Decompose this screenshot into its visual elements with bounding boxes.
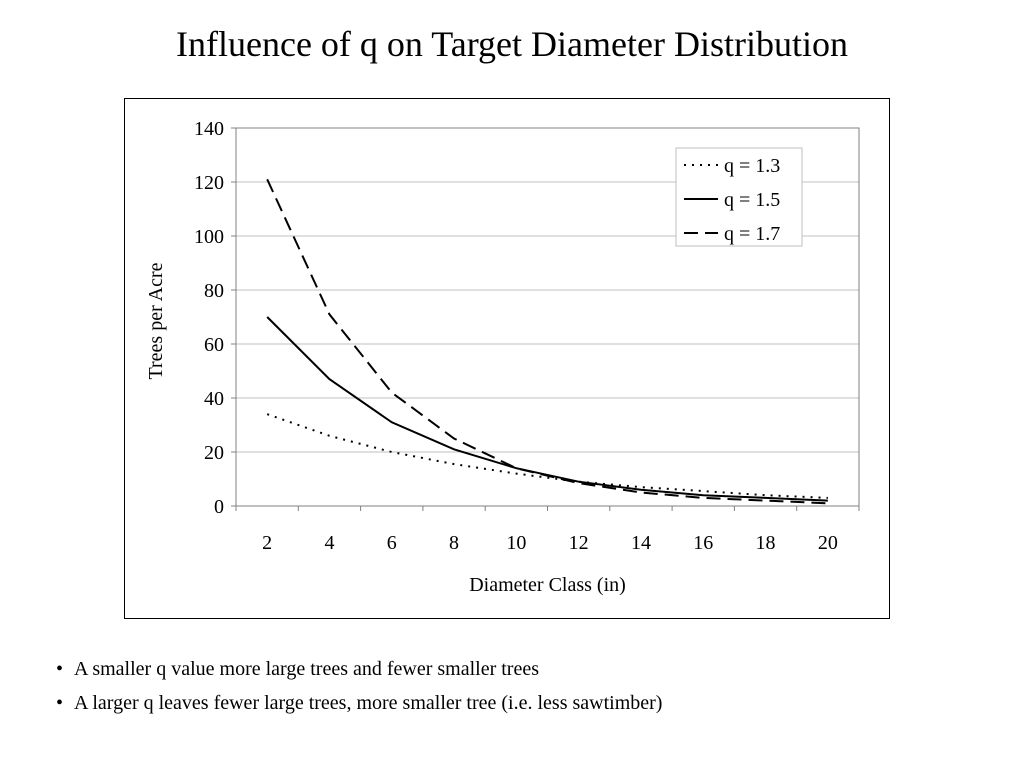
chart-frame: 0 20 40 60 80 100 120 140 2 4 6 8 10 12 14 16 18 20 Diame… [124, 98, 890, 619]
bullet-item: • A larger q leaves fewer large trees, mo… [56, 686, 662, 720]
y-tick-label: 60 [204, 334, 224, 356]
y-tick-label: 140 [194, 118, 224, 140]
bullet-list: • A smaller q value more large trees and … [56, 652, 662, 720]
axes: 0 20 40 60 80 100 120 140 2 4 6 8 10 12 14 16 18 20 [194, 118, 860, 554]
legend-label: q = 1.5 [724, 189, 780, 211]
gridlines [236, 181, 859, 453]
x-tick-label: 18 [756, 532, 776, 554]
legend-label: q = 1.7 [724, 223, 780, 245]
bullet-dot: • [56, 692, 64, 714]
y-tick-label: 0 [214, 496, 224, 518]
x-tick-label: 12 [569, 532, 589, 554]
bullet-dot: • [56, 658, 64, 680]
bullet-item: • A smaller q value more large trees and … [56, 652, 662, 686]
y-tick-label: 80 [204, 280, 224, 302]
x-tick-label: 10 [506, 532, 526, 554]
series-line [266, 178, 828, 505]
slide-title: Influence of q on Target Diameter Distri… [176, 24, 848, 64]
series-line [266, 413, 828, 499]
bullet-text: A larger q leaves fewer large trees, mor… [74, 692, 663, 714]
x-tick-label: 8 [449, 532, 459, 554]
line-chart: 0 20 40 60 80 100 120 140 2 4 6 8 10 12 14 16 18 20 Diame… [145, 118, 860, 596]
x-tick-label: 14 [631, 532, 651, 554]
x-tick-label: 4 [324, 532, 334, 554]
x-tick-label: 20 [818, 532, 838, 554]
x-tick-label: 2 [262, 532, 272, 554]
y-tick-label: 40 [204, 388, 224, 410]
x-tick-label: 6 [387, 532, 397, 554]
legend-label: q = 1.3 [724, 155, 780, 177]
x-axis-label: Diameter Class (in) [469, 574, 626, 596]
y-axis-label: Trees per Acre [145, 262, 167, 379]
legend: q = 1.3 q = 1.5 q = 1.7 [675, 147, 803, 247]
y-tick-label: 20 [204, 442, 224, 464]
x-tick-label: 16 [693, 532, 713, 554]
y-tick-label: 100 [194, 226, 224, 248]
series-line [266, 316, 828, 502]
bullet-text: A smaller q value more large trees and f… [74, 658, 539, 680]
series-lines [266, 178, 828, 505]
y-tick-label: 120 [194, 172, 224, 194]
legend-box [675, 147, 803, 247]
